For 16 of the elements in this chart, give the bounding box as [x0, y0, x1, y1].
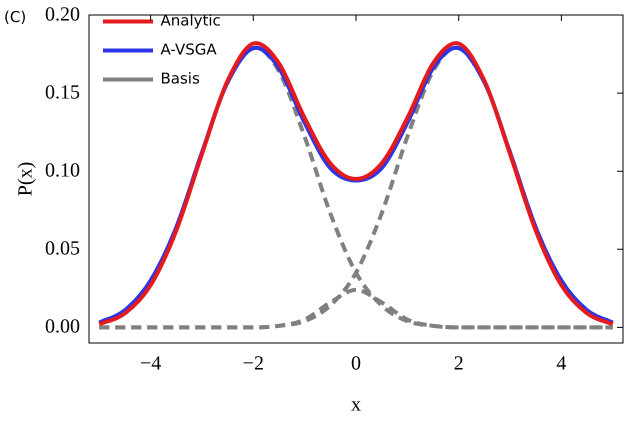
text: (C)	[4, 8, 26, 26]
y-axis-title: P(x)	[14, 162, 36, 196]
x-axis-title: x	[351, 393, 361, 416]
x-tick-label: 4	[556, 352, 566, 374]
y-tick-label: 0.00	[45, 316, 80, 338]
legend-label: A-VSGA	[160, 40, 218, 58]
y-tick-label: 0.10	[45, 159, 80, 182]
x-tick-label: 2	[454, 352, 464, 374]
legend-label: Analytic	[160, 11, 221, 30]
x-tick-label: 0	[351, 352, 361, 374]
legend-label: Basis	[160, 69, 200, 88]
x-tick-label: −2	[242, 352, 264, 374]
x-tick-label: −4	[140, 352, 162, 374]
y-tick-label: 0.05	[45, 238, 80, 260]
y-tick-label: 0.20	[45, 3, 80, 26]
y-tick-label: 0.15	[45, 81, 80, 104]
